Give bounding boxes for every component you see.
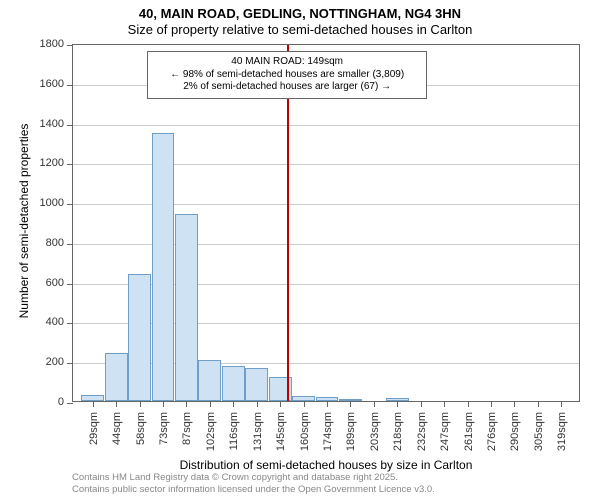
y-tick-label: 1200 (32, 157, 64, 169)
y-tick (67, 244, 73, 245)
x-tick (140, 401, 141, 407)
annotation-box: 40 MAIN ROAD: 149sqm ← 98% of semi-detac… (147, 51, 427, 99)
x-axis-label: Distribution of semi-detached houses by … (72, 458, 580, 472)
gridline-h (73, 164, 579, 165)
x-tick (304, 401, 305, 407)
y-tick (67, 164, 73, 165)
x-tick (186, 401, 187, 407)
x-tick-label: 305sqm (533, 412, 545, 451)
footer-block: Contains HM Land Registry data © Crown c… (72, 472, 435, 496)
x-tick (163, 401, 164, 407)
gridline-h (73, 125, 579, 126)
x-tick-label: 189sqm (345, 412, 357, 451)
histogram-bar (152, 133, 175, 402)
x-tick (280, 401, 281, 407)
x-tick (397, 401, 398, 407)
x-tick-label: 131sqm (252, 412, 264, 451)
x-tick (468, 401, 469, 407)
x-tick-label: 174sqm (322, 412, 334, 451)
x-tick (210, 401, 211, 407)
histogram-bar (175, 214, 198, 401)
x-tick (538, 401, 539, 407)
x-tick (93, 401, 94, 407)
histogram-bar (222, 366, 245, 401)
x-tick (257, 401, 258, 407)
x-tick (444, 401, 445, 407)
y-tick-label: 600 (32, 277, 64, 289)
x-tick-label: 160sqm (299, 412, 311, 451)
y-tick (67, 284, 73, 285)
y-tick-label: 200 (32, 356, 64, 368)
x-tick-label: 218sqm (392, 412, 404, 451)
y-tick-label: 400 (32, 316, 64, 328)
annotation-line3: 2% of semi-detached houses are larger (6… (156, 81, 418, 94)
x-tick-label: 116sqm (228, 412, 240, 450)
title-block: 40, MAIN ROAD, GEDLING, NOTTINGHAM, NG4 … (0, 6, 600, 37)
histogram-bar (245, 368, 268, 401)
x-tick-label: 276sqm (486, 412, 498, 451)
x-tick-label: 203sqm (369, 412, 381, 451)
y-tick (67, 363, 73, 364)
x-tick (491, 401, 492, 407)
x-tick (116, 401, 117, 407)
gridline-h (73, 204, 579, 205)
x-tick (561, 401, 562, 407)
x-tick-label: 102sqm (205, 412, 217, 451)
y-tick-label: 1800 (32, 38, 64, 50)
footer-line1: Contains HM Land Registry data © Crown c… (72, 472, 435, 484)
histogram-bar (105, 353, 128, 401)
histogram-bar (128, 274, 151, 401)
x-tick (374, 401, 375, 407)
x-tick-label: 247sqm (439, 412, 451, 451)
y-tick (67, 125, 73, 126)
y-tick (67, 403, 73, 404)
x-tick-label: 87sqm (181, 412, 193, 445)
x-tick-label: 232sqm (416, 412, 428, 451)
x-tick (514, 401, 515, 407)
x-tick-label: 290sqm (509, 412, 521, 451)
x-tick (233, 401, 234, 407)
x-tick (327, 401, 328, 407)
y-tick (67, 204, 73, 205)
plot-area: 40 MAIN ROAD: 149sqm ← 98% of semi-detac… (72, 44, 580, 402)
x-tick-label: 73sqm (158, 412, 170, 445)
y-tick-label: 1600 (32, 78, 64, 90)
y-tick (67, 45, 73, 46)
gridline-h (73, 244, 579, 245)
x-tick (421, 401, 422, 407)
x-tick-label: 29sqm (88, 412, 100, 445)
y-axis-label: Number of semi-detached properties (17, 111, 31, 331)
y-tick-label: 1000 (32, 197, 64, 209)
x-tick-label: 261sqm (463, 412, 475, 451)
y-tick-label: 800 (32, 237, 64, 249)
y-tick (67, 85, 73, 86)
x-tick-label: 319sqm (556, 412, 568, 451)
x-tick-label: 58sqm (135, 412, 147, 445)
histogram-bar (198, 360, 221, 401)
footer-line2: Contains public sector information licen… (72, 484, 435, 496)
annotation-line1: 40 MAIN ROAD: 149sqm (156, 56, 418, 69)
x-tick-label: 44sqm (111, 412, 123, 445)
y-tick (67, 323, 73, 324)
title-line2: Size of property relative to semi-detach… (0, 22, 600, 37)
x-tick-label: 145sqm (275, 412, 287, 451)
annotation-line2: ← 98% of semi-detached houses are smalle… (156, 69, 418, 82)
y-tick-label: 1400 (32, 118, 64, 130)
x-tick (350, 401, 351, 407)
y-tick-label: 0 (32, 396, 64, 408)
title-line1: 40, MAIN ROAD, GEDLING, NOTTINGHAM, NG4 … (0, 6, 600, 21)
chart-root: 40, MAIN ROAD, GEDLING, NOTTINGHAM, NG4 … (0, 0, 600, 500)
